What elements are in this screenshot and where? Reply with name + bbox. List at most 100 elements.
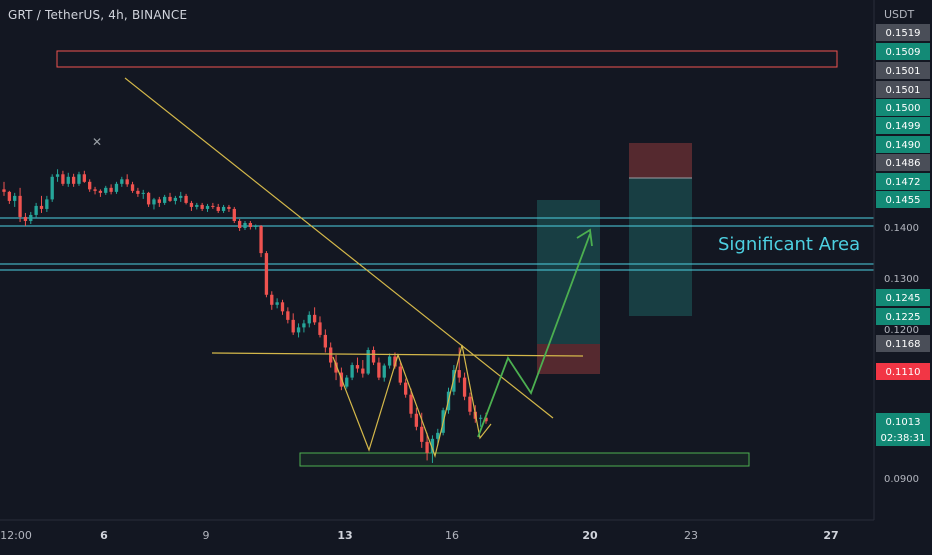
candle[interactable] — [216, 203, 220, 213]
price-tag[interactable]: 0.1501 — [876, 62, 930, 79]
candle[interactable] — [355, 357, 360, 373]
candle[interactable] — [114, 181, 119, 194]
candle[interactable] — [377, 357, 381, 381]
candle[interactable] — [462, 372, 467, 401]
price-tag[interactable]: 0.1500 — [876, 99, 930, 116]
candle[interactable] — [382, 363, 386, 382]
candle[interactable] — [312, 307, 317, 325]
neckline[interactable] — [211, 352, 584, 357]
candle[interactable] — [50, 174, 54, 202]
candle[interactable] — [280, 299, 285, 315]
candle[interactable] — [104, 185, 108, 195]
candle[interactable] — [307, 311, 311, 328]
candle[interactable] — [13, 192, 17, 207]
candle[interactable] — [254, 224, 258, 230]
candle[interactable] — [179, 191, 183, 202]
candle[interactable] — [39, 195, 44, 213]
candle[interactable] — [270, 291, 274, 310]
projection-path[interactable] — [477, 233, 591, 438]
price-tag[interactable]: 0.1472 — [876, 173, 930, 190]
candle[interactable] — [23, 212, 28, 226]
candle[interactable] — [71, 173, 76, 187]
candle[interactable] — [205, 203, 210, 212]
candle[interactable] — [163, 194, 167, 205]
candle[interactable] — [345, 375, 349, 389]
long-target-zone[interactable] — [537, 200, 600, 344]
price-tag[interactable]: 0.1110 — [876, 363, 930, 380]
candle[interactable] — [371, 346, 376, 366]
candle[interactable] — [221, 204, 226, 213]
candle[interactable] — [152, 197, 156, 210]
candle[interactable] — [195, 202, 199, 210]
candle[interactable] — [243, 220, 247, 231]
candle[interactable] — [7, 190, 12, 204]
candle[interactable] — [82, 170, 86, 183]
candle[interactable] — [61, 170, 65, 186]
candle[interactable] — [120, 176, 124, 187]
candle[interactable] — [77, 171, 81, 186]
candle[interactable] — [157, 196, 161, 207]
candle[interactable] — [264, 251, 269, 298]
candle[interactable] — [457, 347, 461, 383]
candle[interactable] — [2, 181, 6, 196]
candle[interactable] — [136, 187, 140, 197]
long-stop-zone[interactable] — [537, 344, 600, 374]
candle[interactable] — [184, 193, 188, 205]
short-stop-zone[interactable] — [629, 143, 692, 178]
candle[interactable] — [275, 298, 279, 309]
descending-trendline[interactable] — [124, 77, 554, 419]
price-tag[interactable]: 0.1168 — [876, 335, 930, 352]
candle[interactable] — [334, 355, 338, 381]
candle[interactable] — [130, 181, 135, 193]
candle[interactable] — [88, 179, 92, 192]
pattern-zigzag[interactable] — [332, 344, 492, 459]
candle[interactable] — [211, 202, 215, 209]
candle[interactable] — [409, 388, 413, 418]
candle[interactable] — [45, 195, 49, 212]
price-tag[interactable]: 02:38:31 — [876, 429, 930, 446]
candle[interactable] — [468, 392, 472, 416]
candle[interactable] — [259, 224, 263, 258]
candle[interactable] — [200, 202, 204, 211]
candle[interactable] — [414, 407, 419, 431]
candle[interactable] — [398, 362, 402, 386]
candle[interactable] — [146, 191, 151, 207]
price-tag[interactable]: 0.1509 — [876, 43, 930, 60]
candle[interactable] — [29, 211, 33, 224]
candle[interactable] — [93, 186, 97, 195]
candle[interactable] — [350, 362, 354, 381]
candle[interactable] — [366, 347, 370, 376]
candle[interactable] — [248, 220, 253, 230]
candle[interactable] — [323, 329, 327, 353]
price-tag[interactable]: 0.1501 — [876, 81, 930, 98]
candle[interactable] — [404, 378, 408, 398]
price-tag[interactable]: 0.1225 — [876, 308, 930, 325]
support-box[interactable] — [299, 452, 750, 467]
price-tag[interactable]: 0.1490 — [876, 136, 930, 153]
candle[interactable] — [141, 189, 145, 199]
price-tag[interactable]: 0.1519 — [876, 24, 930, 41]
candle[interactable] — [286, 307, 290, 324]
candle[interactable] — [173, 195, 178, 205]
candle[interactable] — [109, 184, 113, 195]
candle[interactable] — [55, 169, 60, 182]
price-tag[interactable]: 0.1245 — [876, 289, 930, 306]
symbol-title[interactable]: GRT / TetherUS, 4h, BINANCE — [8, 8, 188, 22]
price-tag[interactable]: 0.1499 — [876, 117, 930, 134]
candle[interactable] — [232, 206, 236, 223]
candle[interactable] — [237, 218, 242, 232]
price-tag[interactable]: 0.1013 — [876, 413, 930, 430]
candle[interactable] — [125, 174, 129, 187]
resistance-box[interactable] — [56, 50, 838, 68]
candle[interactable] — [425, 432, 429, 461]
candle[interactable] — [227, 204, 231, 212]
candle[interactable] — [387, 353, 392, 369]
candle[interactable] — [189, 200, 194, 211]
price-tag[interactable]: 0.1455 — [876, 191, 930, 208]
candle[interactable] — [66, 172, 70, 187]
candle[interactable] — [361, 360, 365, 378]
candle[interactable] — [329, 342, 333, 368]
short-target-zone[interactable] — [629, 178, 692, 316]
